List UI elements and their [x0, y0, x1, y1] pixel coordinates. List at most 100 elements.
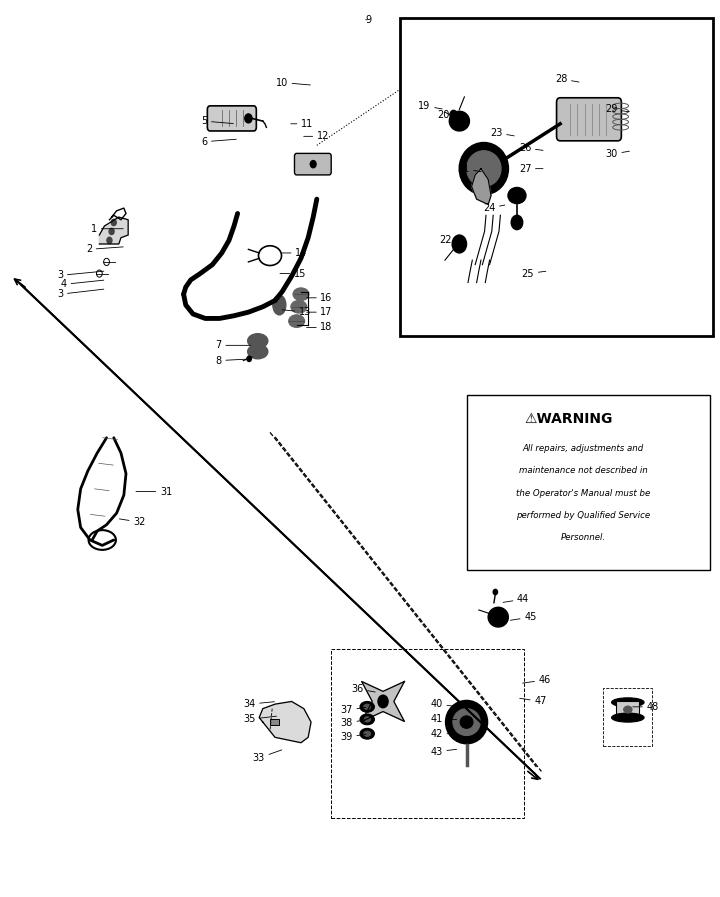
Bar	[616, 701, 639, 718]
Text: 33: 33	[253, 750, 282, 763]
Text: 18: 18	[307, 322, 333, 333]
Circle shape	[511, 215, 523, 230]
Text: 21: 21	[457, 163, 481, 174]
Text: 23: 23	[490, 127, 514, 138]
Text: 15: 15	[280, 268, 306, 279]
Text: All repairs, adjustments and: All repairs, adjustments and	[523, 444, 644, 453]
Text: 27: 27	[519, 163, 543, 174]
Ellipse shape	[360, 714, 374, 725]
Text: 8: 8	[215, 355, 251, 366]
Text: 28: 28	[555, 74, 579, 84]
Text: 32: 32	[120, 517, 145, 527]
Text: 34: 34	[243, 699, 274, 710]
Text: the Operator's Manual must be: the Operator's Manual must be	[516, 489, 650, 498]
Bar	[467, 395, 710, 570]
Text: 12: 12	[304, 131, 329, 142]
Ellipse shape	[293, 288, 309, 300]
Text: 14: 14	[282, 248, 307, 258]
Text: 5: 5	[201, 116, 233, 126]
Text: maintenance not described in: maintenance not described in	[519, 466, 648, 475]
Circle shape	[112, 220, 117, 226]
Ellipse shape	[360, 701, 374, 712]
Text: 47: 47	[520, 696, 546, 707]
Circle shape	[107, 238, 112, 244]
Text: 43: 43	[431, 746, 456, 757]
Ellipse shape	[459, 143, 508, 195]
Text: 10: 10	[276, 77, 310, 88]
Circle shape	[247, 356, 251, 361]
Ellipse shape	[364, 704, 371, 710]
Text: 19: 19	[418, 100, 442, 111]
Polygon shape	[99, 217, 128, 244]
Ellipse shape	[289, 315, 305, 327]
Ellipse shape	[364, 731, 371, 736]
Text: 3: 3	[57, 270, 104, 281]
Text: 38: 38	[341, 718, 366, 728]
Text: 4: 4	[60, 279, 104, 290]
Ellipse shape	[291, 300, 307, 313]
Ellipse shape	[460, 716, 473, 728]
Ellipse shape	[612, 698, 644, 707]
Circle shape	[310, 161, 316, 168]
Circle shape	[493, 589, 498, 595]
Text: 17: 17	[307, 307, 333, 318]
Text: 7: 7	[215, 340, 251, 351]
Text: 30: 30	[606, 149, 629, 160]
Text: 11: 11	[291, 118, 313, 129]
Text: performed by Qualified Service: performed by Qualified Service	[516, 511, 650, 520]
Text: 24: 24	[483, 203, 505, 213]
Ellipse shape	[248, 344, 268, 359]
Text: 45: 45	[510, 612, 536, 623]
Text: 40: 40	[431, 699, 456, 710]
Text: 37: 37	[341, 705, 366, 716]
Text: ⚠WARNING: ⚠WARNING	[525, 413, 613, 426]
Text: 20: 20	[438, 109, 462, 120]
Text: 46: 46	[523, 675, 551, 685]
Text: 2: 2	[86, 244, 123, 255]
Text: 48: 48	[633, 701, 659, 712]
Bar	[603, 688, 652, 746]
FancyBboxPatch shape	[557, 98, 621, 141]
Circle shape	[378, 695, 388, 708]
Polygon shape	[361, 682, 405, 721]
Ellipse shape	[624, 706, 632, 713]
FancyBboxPatch shape	[207, 106, 256, 131]
Ellipse shape	[449, 111, 469, 131]
Text: 29: 29	[606, 104, 629, 115]
Text: 39: 39	[341, 732, 366, 743]
Text: 6: 6	[201, 136, 236, 147]
Circle shape	[245, 114, 252, 123]
Circle shape	[450, 110, 457, 119]
Text: 36: 36	[351, 684, 375, 694]
Ellipse shape	[612, 713, 644, 722]
Ellipse shape	[248, 334, 268, 348]
FancyBboxPatch shape	[294, 153, 331, 175]
Text: 44: 44	[503, 594, 529, 605]
Text: 1: 1	[91, 223, 123, 234]
Text: 13: 13	[282, 307, 311, 318]
Text: 42: 42	[431, 728, 456, 739]
Ellipse shape	[508, 187, 526, 204]
Text: 22: 22	[440, 235, 464, 246]
Ellipse shape	[360, 728, 374, 739]
Bar	[270, 719, 279, 725]
Ellipse shape	[273, 295, 286, 315]
Polygon shape	[259, 701, 311, 743]
Ellipse shape	[446, 701, 487, 744]
Text: 26: 26	[519, 143, 543, 153]
Polygon shape	[472, 169, 491, 205]
Ellipse shape	[364, 717, 371, 722]
Circle shape	[109, 229, 114, 235]
Text: 3: 3	[57, 289, 104, 300]
Ellipse shape	[453, 709, 480, 736]
Text: 16: 16	[307, 292, 333, 303]
Text: 31: 31	[136, 486, 172, 497]
Text: 25: 25	[522, 268, 546, 279]
Text: 9: 9	[366, 14, 372, 25]
Ellipse shape	[488, 607, 508, 627]
Text: Personnel.: Personnel.	[561, 534, 606, 543]
Circle shape	[452, 235, 467, 253]
Text: 41: 41	[431, 714, 456, 725]
Bar	[331, 649, 524, 818]
Text: 35: 35	[243, 714, 276, 725]
